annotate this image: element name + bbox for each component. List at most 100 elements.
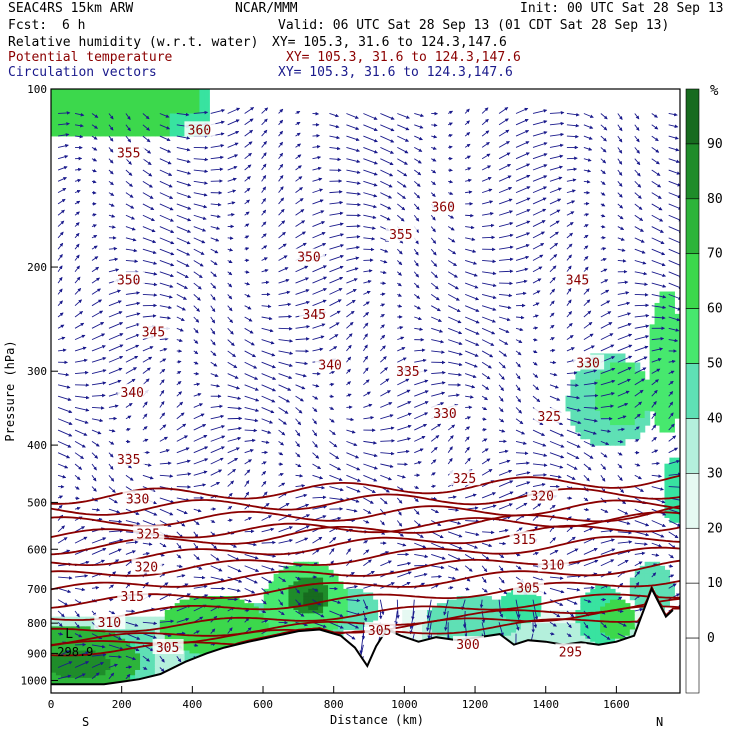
rh-cell [184,635,191,640]
vector-arrow [312,549,320,555]
vector-arrow [668,146,680,152]
vector-arrow [617,280,629,285]
vector-arrow [57,300,63,307]
rh-cell [204,635,210,640]
rh-cell [530,596,537,601]
vector-arrow [227,248,234,252]
rh-cell [209,606,215,611]
rh-cell [283,588,290,594]
vector-arrow [244,617,250,623]
vector-arrow [448,554,462,561]
vector-arrow [312,155,322,160]
vector-arrow [549,220,560,227]
rh-cell [75,659,82,663]
vector-arrow [74,463,83,470]
vector-arrow [515,315,525,320]
vector-arrow [397,561,412,567]
vector-arrow [57,253,63,261]
rh-cell [570,387,577,397]
vector-arrow [210,404,223,409]
rh-cell [90,626,97,631]
vector-arrow [261,118,268,126]
vector-arrow [430,435,440,442]
y-tick-label: 400 [27,439,47,452]
rh-cell [95,647,102,652]
rh-cell [75,89,82,115]
vector-arrow [295,187,303,193]
rh-cell [624,623,631,627]
rh-cell [194,89,201,115]
rh-cell [258,623,265,627]
vector-arrow [651,260,666,267]
rh-cell [313,573,319,579]
vector-arrow [566,265,572,273]
rh-cell [639,573,646,579]
vector-arrow [380,451,395,456]
vector-arrow [397,336,405,341]
vector-arrow [414,448,424,454]
vector-arrow [380,270,387,275]
vector-arrow [566,452,580,460]
vector-arrow [176,112,190,117]
vector-arrow [380,203,392,210]
rh-cell [451,619,458,624]
vector-arrow [447,293,460,301]
rh-cell [238,609,245,614]
rh-cell [169,626,176,631]
vector-arrow [380,551,390,555]
vector-arrow [278,361,293,368]
rh-cell [600,431,606,440]
vector-arrow [142,158,152,166]
vector-arrow [465,260,478,265]
vector-arrow [57,395,72,401]
vector-arrow [278,255,288,261]
vector-arrow [634,293,649,297]
vector-arrow [329,370,336,375]
vector-arrow [414,485,420,489]
vector-arrow [498,480,514,488]
rh-cell [644,588,651,594]
rh-cell [100,680,107,684]
rh-cell [135,632,141,637]
rh-cell [402,626,408,631]
rh-cell [629,379,636,389]
rh-cell [347,588,354,594]
rh-cell [595,638,601,643]
rh-cell [466,626,473,631]
vector-arrow [634,531,650,537]
vector-arrow [617,333,633,341]
vector-arrow [431,158,437,162]
vector-arrow [481,188,493,194]
vector-arrow [159,271,174,278]
vector-arrow [108,452,114,458]
rh-cell [125,656,131,660]
vector-arrow [465,384,476,389]
rh-cell [417,623,423,627]
vector-arrow [651,293,667,299]
rh-cell [417,616,423,621]
vector-arrow [176,360,182,364]
rh-cell [585,609,591,614]
rh-cell [159,653,166,657]
rh-cell [140,667,146,671]
vector-arrow [346,381,352,386]
rh-cell [436,616,443,621]
rh-cell [130,635,136,640]
rh-cell [337,629,344,634]
vector-arrow [397,412,412,420]
rh-cell [605,606,611,611]
rh-cell [624,418,631,426]
rh-cell [664,387,670,397]
rh-cell [664,512,670,518]
vector-arrow [193,392,202,397]
rh-cell [60,650,67,655]
vector-arrow [108,113,114,120]
vector-arrow [566,167,578,172]
vector-arrow [159,113,170,118]
vector-arrow [397,135,409,142]
vector-arrow [346,585,358,589]
vector-arrow [481,587,488,593]
rh-cell [451,626,458,631]
rh-cell [471,626,478,631]
rh-cell [120,638,126,643]
